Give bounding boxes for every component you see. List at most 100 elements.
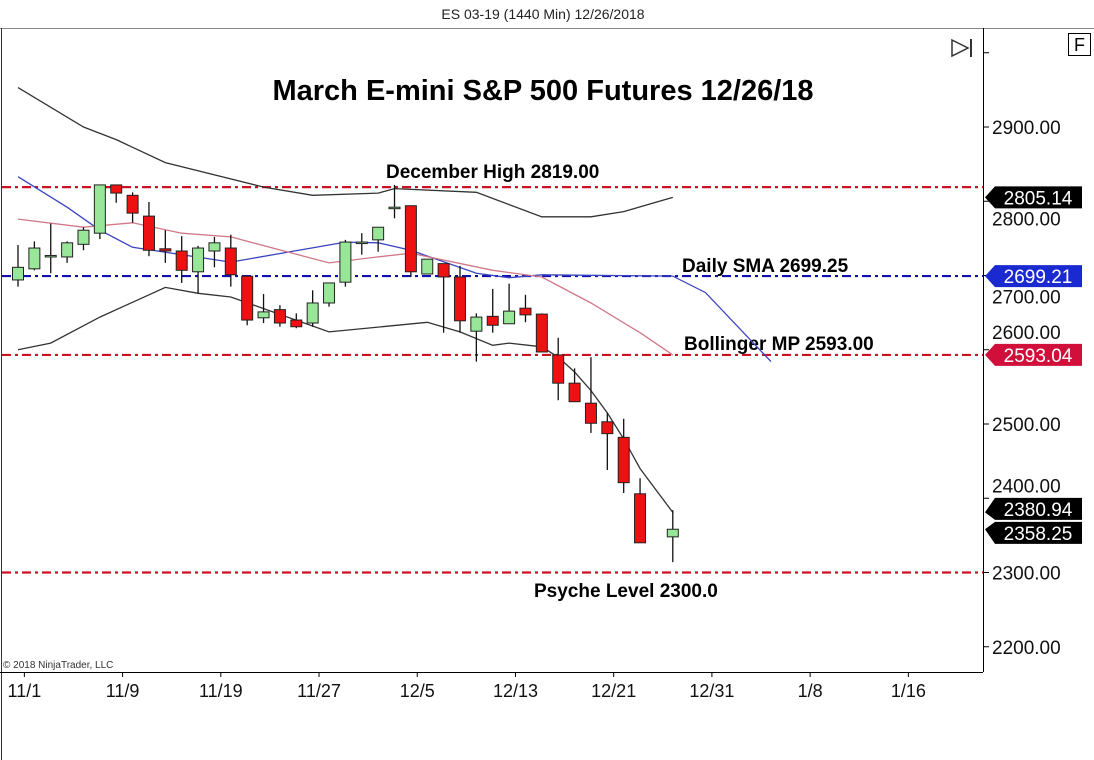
candle-11-1: [28, 241, 41, 271]
candle-body: [44, 254, 57, 258]
candle-11-26: [306, 290, 319, 327]
chart-header: ES 03-19 (1440 Min) 12/26/2018: [441, 6, 644, 22]
x-tick-label: 12/31: [689, 681, 734, 701]
candle-11-6: [77, 227, 90, 251]
candle-12-20: [601, 412, 614, 471]
candle-body: [61, 242, 74, 258]
x-tick-label: 12/21: [591, 681, 636, 701]
candle-body: [470, 316, 483, 332]
x-tick-label: 12/5: [400, 681, 435, 701]
price-marker-box: [985, 265, 1082, 288]
candle-body: [208, 242, 221, 252]
price-markers: 2805.14 2699.21 2593.04 2380.94 2358.25: [985, 186, 1082, 545]
candle-11-28: [339, 239, 352, 287]
y-tick-label: 2300.00: [992, 564, 1061, 585]
candle-12-14: [535, 313, 548, 353]
price-marker-label: 2593.04: [1004, 346, 1073, 367]
f-button-frame: [1068, 33, 1091, 56]
candle-10-31: [12, 245, 24, 287]
candle-body: [568, 382, 581, 403]
x-tick-label: 12/13: [493, 681, 538, 701]
candle-body: [503, 310, 516, 325]
candles: [12, 184, 679, 563]
f-button[interactable]: F: [1068, 33, 1091, 56]
level-annotation: Bollinger MP 2593.00: [684, 334, 874, 355]
candle-body: [257, 311, 270, 319]
candle-body: [159, 248, 172, 252]
candle-12-6: [437, 263, 450, 333]
candle-body: [306, 302, 319, 324]
skip-to-end-icon: [951, 38, 970, 58]
price-marker: 2358.25: [985, 521, 1082, 545]
chart-title: March E-mini S&P 500 Futures 12/26/18: [272, 75, 813, 107]
x-tick-label: 11/27: [297, 681, 341, 701]
level-annotation: Psyche Level 2300.0: [534, 581, 718, 602]
skip-to-end-button[interactable]: [951, 38, 972, 58]
y-axis: 2900.00 2800.00 2700.00 2600.00 2500.00 2400.…: [983, 52, 1061, 659]
candle-body: [617, 436, 630, 484]
candle-body: [142, 215, 155, 251]
candle-body: [126, 194, 139, 214]
candle-12-3: [388, 184, 401, 219]
candle-body: [437, 263, 450, 278]
candle-12-18: [568, 368, 581, 403]
candle-12-10: [470, 313, 483, 362]
price-marker: 2699.21: [985, 265, 1082, 288]
candle-11-13: [159, 230, 172, 263]
candle-body: [77, 229, 90, 245]
price-marker-label: 2358.25: [1004, 524, 1073, 545]
candle-11-7: [93, 184, 106, 240]
candle-11-22: [273, 305, 286, 327]
price-marker-label: 2805.14: [1004, 188, 1073, 209]
candle-11-14: [175, 236, 188, 283]
x-tick-label: 11/1: [8, 681, 42, 701]
candle-body: [339, 241, 352, 283]
y-tick-label: 2700.00: [992, 288, 1061, 309]
candle-11-19: [224, 234, 237, 287]
candle-body: [486, 315, 499, 326]
candle-11-16: [208, 236, 221, 268]
level-lines: December High 2819.00 Daily SMA 2699.25 Bo…: [2, 162, 983, 602]
upper_band-line: [17, 87, 673, 218]
price-marker-label: 2699.21: [1004, 267, 1073, 288]
candle-body: [290, 319, 303, 328]
candle-12-21: [617, 418, 630, 494]
candle-body: [552, 354, 565, 384]
candle-body: [323, 282, 336, 304]
candle-body: [666, 528, 679, 538]
x-tick-label: 11/19: [199, 681, 243, 701]
candle-11-9: [126, 192, 139, 223]
y-tick-label: 2900.00: [992, 118, 1061, 139]
x-tick-label: 11/9: [106, 681, 140, 701]
candle-12-19: [584, 357, 597, 433]
candle-12-7: [453, 265, 466, 333]
y-tick-label: 2200.00: [992, 638, 1061, 659]
candle-11-2: [44, 223, 57, 274]
candle-body: [601, 421, 614, 435]
f-button-label: F: [1074, 35, 1085, 55]
candle-12-17: [552, 337, 565, 401]
x-tick-label: 1/8: [798, 681, 823, 701]
candle-body: [519, 307, 532, 316]
candle-body: [241, 275, 254, 321]
candle-11-8: [110, 184, 123, 203]
level-annotation: December High 2819.00: [386, 162, 599, 183]
price-marker-box: [985, 521, 1082, 544]
candle-11-20: [241, 275, 254, 326]
price-marker-box: [985, 186, 1082, 209]
candle-body: [12, 266, 24, 281]
candle-11-30: [372, 226, 385, 252]
candle-body: [404, 205, 417, 273]
candle-body: [192, 247, 205, 273]
level-annotation: Daily SMA 2699.25: [682, 256, 849, 277]
candle-12-26: [666, 510, 679, 563]
candle-body: [453, 276, 466, 322]
candle-body: [372, 226, 385, 241]
candle-11-5: [61, 241, 74, 263]
candle-body: [110, 184, 123, 194]
price-marker: 2805.14: [985, 186, 1082, 209]
candle-12-12: [503, 283, 516, 325]
copyright: © 2018 NinjaTrader, LLC: [3, 660, 113, 671]
x-axis: 11/1 11/9 11/19 11/27 12/5 12/13 12/21 12/31 1/8…: [8, 672, 926, 701]
